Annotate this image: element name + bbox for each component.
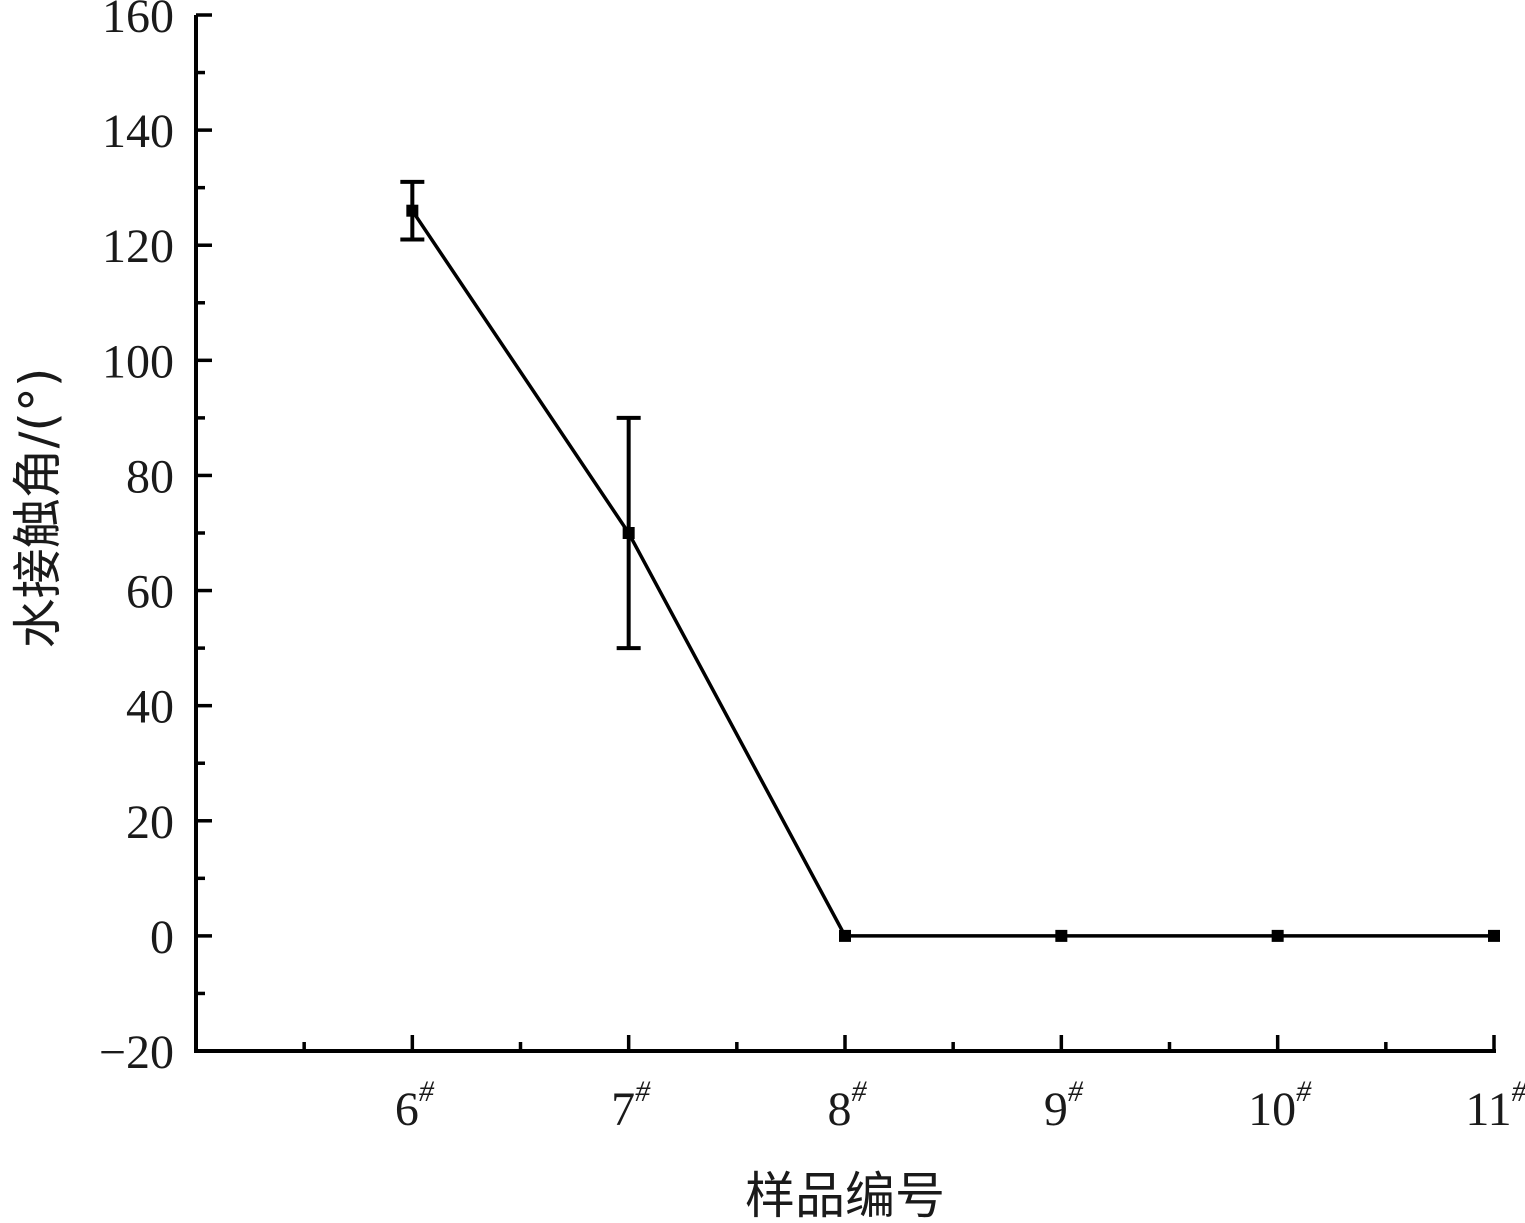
data-point bbox=[1488, 929, 1500, 942]
y-tick-label: 40 bbox=[126, 681, 174, 734]
data-point bbox=[622, 527, 635, 539]
y-tick-label: 20 bbox=[126, 796, 174, 849]
data-point bbox=[1055, 929, 1068, 942]
plot-area bbox=[400, 179, 1500, 942]
x-tick-label: 11# bbox=[1465, 1075, 1525, 1136]
y-tick-label: 140 bbox=[102, 105, 174, 158]
y-tick-label: 120 bbox=[102, 220, 174, 273]
x-axis-ticks: 6# 7# 8# 9# 10# 11# bbox=[194, 1035, 1525, 1136]
y-tick-label: 60 bbox=[126, 566, 174, 619]
x-tick-label: 10# bbox=[1248, 1075, 1312, 1136]
x-tick-label: 8# bbox=[828, 1075, 868, 1136]
data-point bbox=[839, 929, 851, 942]
y-tick-label: 160 bbox=[102, 0, 174, 43]
series-line bbox=[410, 209, 1494, 938]
x-tick-label: 6# bbox=[395, 1075, 435, 1136]
y-axis-ticks: −20 0 20 40 60 80 100 120 140 160 bbox=[99, 0, 212, 1079]
y-tick-label: −20 bbox=[99, 1026, 174, 1079]
data-point bbox=[406, 204, 419, 217]
x-tick-label: 9# bbox=[1044, 1075, 1084, 1136]
data-point bbox=[1271, 929, 1284, 942]
y-tick-label: 80 bbox=[126, 450, 174, 503]
x-axis-title: 样品编号 bbox=[745, 1167, 945, 1223]
x-tick-label: 7# bbox=[611, 1075, 651, 1136]
y-tick-label: 0 bbox=[150, 911, 174, 964]
y-axis-title: 水接触角/(°) bbox=[9, 368, 67, 649]
axes bbox=[194, 15, 1496, 1053]
y-tick-label: 100 bbox=[102, 335, 174, 388]
